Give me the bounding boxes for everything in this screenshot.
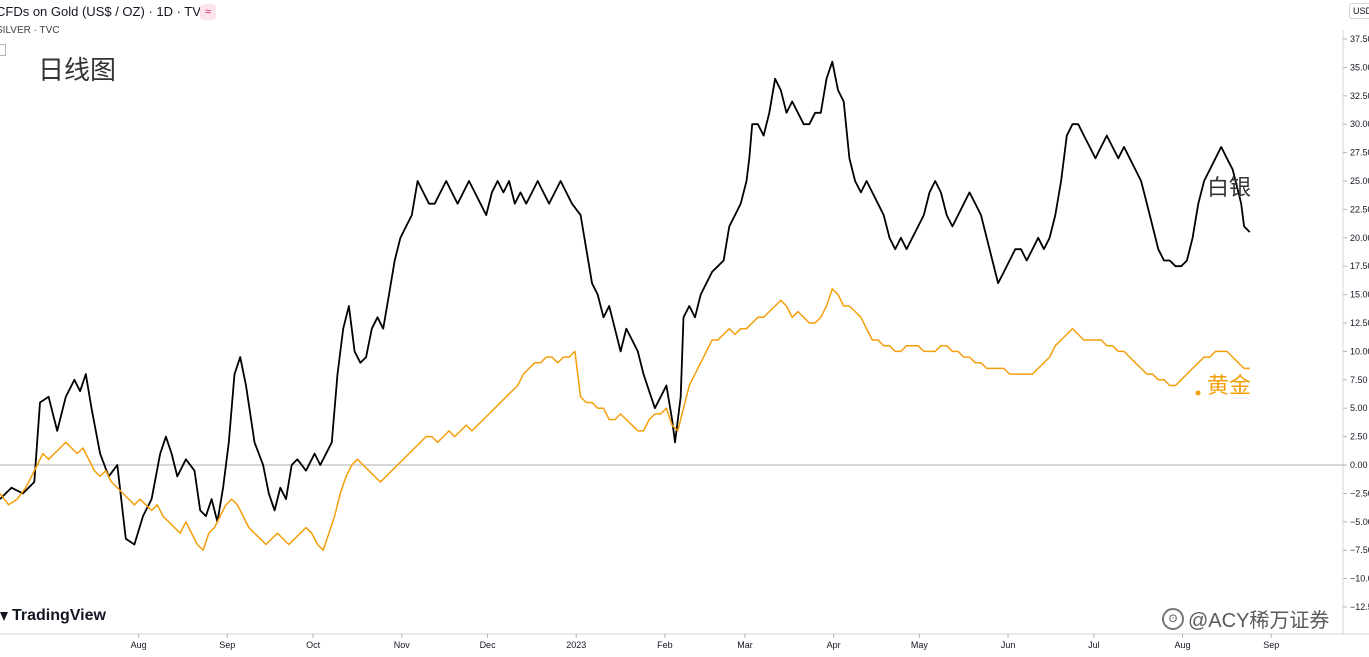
series-line-silver xyxy=(0,60,1251,546)
wave-icon[interactable]: ≈ xyxy=(200,4,216,20)
tradingview-logo-text: TradingView xyxy=(12,607,106,624)
x-tick-label: Feb xyxy=(657,640,673,650)
currency-button[interactable]: USD xyxy=(1349,3,1369,19)
x-tick-label: Nov xyxy=(394,640,411,650)
y-tick-label: 7.50 xyxy=(1350,375,1368,385)
compare-symbol-label[interactable]: SILVER · TVC xyxy=(0,25,60,36)
watermark: ʘ @ACY稀万证券 xyxy=(1162,604,1329,633)
series-line-gold xyxy=(0,288,1250,551)
y-tick-label: 25.00 xyxy=(1350,176,1369,186)
y-tick-label: 37.50 xyxy=(1350,34,1369,44)
weibo-icon: ʘ xyxy=(1162,607,1184,630)
tradingview-logo-icon xyxy=(0,611,8,621)
y-tick-label: −12.50 xyxy=(1350,602,1369,612)
y-tick-label: 10.00 xyxy=(1350,346,1369,356)
y-tick-label: 2.50 xyxy=(1350,432,1368,442)
series-label-gold: 黄金 xyxy=(1207,374,1251,399)
x-tick-label: Oct xyxy=(306,640,321,650)
y-tick-label: 5.00 xyxy=(1350,403,1368,413)
main-symbol-label[interactable]: CFDs on Gold (US$ / OZ) · 1D · TVC xyxy=(0,4,211,19)
gold-marker-dot xyxy=(1195,390,1201,396)
x-tick-label: 2023 xyxy=(566,640,586,650)
y-tick-label: 27.50 xyxy=(1350,148,1369,158)
x-tick-label: Aug xyxy=(1175,640,1191,650)
x-tick-label: Apr xyxy=(827,640,841,650)
x-tick-label: Mar xyxy=(737,640,753,650)
collapse-toggle[interactable] xyxy=(0,44,6,56)
y-tick-label: 17.50 xyxy=(1350,261,1369,271)
series-label-silver: 白银 xyxy=(1207,176,1251,201)
chart-title: 日线图 xyxy=(38,56,117,86)
y-tick-label: 0.00 xyxy=(1350,460,1368,470)
x-tick-label: Dec xyxy=(480,640,497,650)
y-tick-label: −7.50 xyxy=(1350,545,1369,555)
y-tick-label: 22.50 xyxy=(1350,204,1369,214)
y-tick-label: 32.50 xyxy=(1350,91,1369,101)
tradingview-logo[interactable]: TradingView xyxy=(0,607,106,625)
y-tick-label: −10.00 xyxy=(1350,574,1369,584)
y-tick-label: 35.00 xyxy=(1350,62,1369,72)
x-tick-label: Sep xyxy=(219,640,235,650)
y-tick-label: −2.50 xyxy=(1350,488,1369,498)
y-tick-label: 12.50 xyxy=(1350,318,1369,328)
y-tick-label: −5.00 xyxy=(1350,517,1369,527)
x-tick-label: Sep xyxy=(1263,640,1279,650)
x-tick-label: May xyxy=(911,640,929,650)
y-tick-label: 15.00 xyxy=(1350,290,1369,300)
y-tick-label: 20.00 xyxy=(1350,233,1369,243)
y-tick-label: 30.00 xyxy=(1350,119,1369,129)
watermark-text: @ACY稀万证券 xyxy=(1188,610,1330,632)
x-tick-label: Jun xyxy=(1001,640,1016,650)
x-tick-label: Aug xyxy=(131,640,147,650)
x-tick-label: Jul xyxy=(1088,640,1100,650)
